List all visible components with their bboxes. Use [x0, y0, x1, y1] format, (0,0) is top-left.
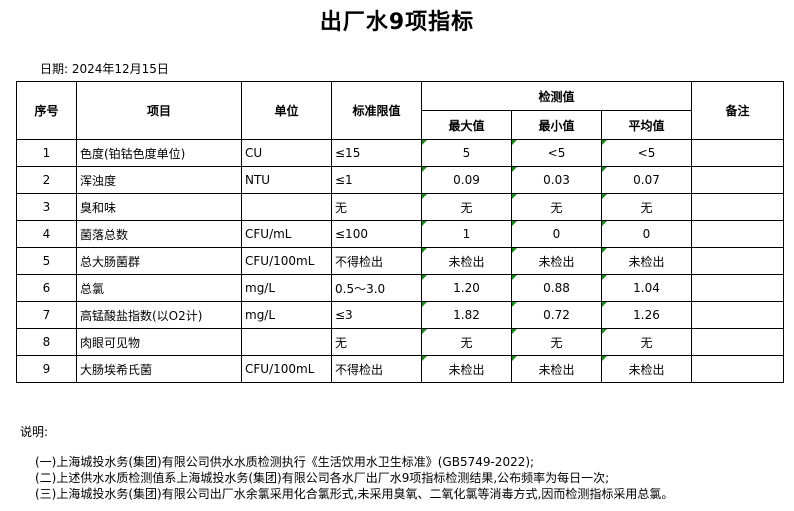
cell-avg: 无 — [601, 328, 692, 356]
table-row: 5 总大肠菌群 CFU/100mL 不得检出 未检出 未检出 未检出 — [16, 247, 784, 275]
header-unit: 单位 — [241, 81, 332, 140]
cell-min: 0 — [511, 220, 602, 248]
header-max: 最大值 — [421, 110, 512, 140]
cell-no: 5 — [16, 247, 77, 275]
cell-remark — [691, 139, 784, 167]
cell-min: 未检出 — [511, 355, 602, 383]
cell-max: 1 — [421, 220, 512, 248]
header-limit: 标准限值 — [331, 81, 422, 140]
report-date: 日期: 2024年12月15日 — [40, 62, 169, 76]
cell-remark — [691, 220, 784, 248]
cell-unit: CFU/100mL — [241, 355, 332, 383]
header-min: 最小值 — [511, 110, 602, 140]
cell-remark — [691, 193, 784, 221]
cell-item: 菌落总数 — [76, 220, 242, 248]
cell-remark — [691, 247, 784, 275]
cell-max: 无 — [421, 328, 512, 356]
cell-limit: 无 — [331, 328, 422, 356]
cell-avg: 无 — [601, 193, 692, 221]
cell-item: 总大肠菌群 — [76, 247, 242, 275]
cell-item: 大肠埃希氏菌 — [76, 355, 242, 383]
table-row: 3 臭和味无无无无 — [16, 193, 784, 221]
table-row: 7 高锰酸盐指数(以O2计) mg/L ≤3 1.82 0.72 1.26 — [16, 301, 784, 329]
cell-unit — [241, 193, 332, 221]
cell-no: 2 — [16, 166, 77, 194]
cell-max: 5 — [421, 139, 512, 167]
table-row: 9 大肠埃希氏菌 CFU/100mL 不得检出 未检出 未检出 未检出 — [16, 355, 784, 383]
table-row: 1 色度(铂钴色度单位) CU ≤15 5 <5 <5 — [16, 139, 784, 167]
header-avg: 平均值 — [601, 110, 692, 140]
cell-avg: 未检出 — [601, 247, 692, 275]
cell-limit: ≤15 — [331, 139, 422, 167]
cell-limit: ≤1 — [331, 166, 422, 194]
notes: 说明: (一)上海城投水务(集团)有限公司供水水质检测执行《生活饮用水卫生标准》… — [20, 423, 673, 501]
cell-item: 肉眼可见物 — [76, 328, 242, 356]
note-1: (一)上海城投水务(集团)有限公司供水水质检测执行《生活饮用水卫生标准》(GB5… — [35, 455, 535, 469]
header-measured: 检测值 — [421, 81, 692, 111]
cell-no: 7 — [16, 301, 77, 329]
cell-remark — [691, 328, 784, 356]
table-row: 2 浑浊度 NTU ≤1 0.09 0.03 0.07 — [16, 166, 784, 194]
cell-limit: 0.5～3.0 — [331, 274, 422, 302]
cell-no: 9 — [16, 355, 77, 383]
cell-max: 未检出 — [421, 247, 512, 275]
cell-min: 0.72 — [511, 301, 602, 329]
table-row: 8 肉眼可见物无无无无 — [16, 328, 784, 356]
cell-item: 高锰酸盐指数(以O2计) — [76, 301, 242, 329]
header-no: 序号 — [16, 81, 77, 140]
header-remark: 备注 — [691, 81, 784, 140]
cell-item: 浑浊度 — [76, 166, 242, 194]
notes-label: 说明: — [20, 425, 49, 439]
cell-max: 0.09 — [421, 166, 512, 194]
cell-limit: ≤3 — [331, 301, 422, 329]
header-item: 项目 — [76, 81, 242, 140]
cell-avg: 1.04 — [601, 274, 692, 302]
cell-avg: 0 — [601, 220, 692, 248]
cell-limit: 不得检出 — [331, 247, 422, 275]
cell-no: 8 — [16, 328, 77, 356]
cell-remark — [691, 166, 784, 194]
cell-remark — [691, 274, 784, 302]
cell-no: 4 — [16, 220, 77, 248]
cell-max: 1.20 — [421, 274, 512, 302]
cell-avg: 1.26 — [601, 301, 692, 329]
cell-avg: 未检出 — [601, 355, 692, 383]
cell-no: 1 — [16, 139, 77, 167]
table-row: 4 菌落总数 CFU/mL ≤100 1 0 0 — [16, 220, 784, 248]
cell-max: 1.82 — [421, 301, 512, 329]
cell-item: 色度(铂钴色度单位) — [76, 139, 242, 167]
cell-remark — [691, 355, 784, 383]
cell-unit: CFU/100mL — [241, 247, 332, 275]
cell-unit: CU — [241, 139, 332, 167]
cell-min: 未检出 — [511, 247, 602, 275]
cell-remark — [691, 301, 784, 329]
cell-limit: ≤100 — [331, 220, 422, 248]
note-2: (二)上述供水水质检测值系上海城投水务(集团)有限公司各水厂出厂水9项指标检测结… — [35, 471, 610, 485]
cell-item: 总氯 — [76, 274, 242, 302]
table-row: 6 总氯 mg/L 0.5～3.0 1.20 0.88 1.04 — [16, 274, 784, 302]
cell-min: 0.03 — [511, 166, 602, 194]
note-3: (三)上海城投水务(集团)有限公司出厂水余氯采用化合氯形式,未采用臭氧、二氧化氯… — [35, 487, 674, 501]
cell-unit — [241, 328, 332, 356]
cell-min: <5 — [511, 139, 602, 167]
cell-min: 0.88 — [511, 274, 602, 302]
cell-item: 臭和味 — [76, 193, 242, 221]
cell-max: 未检出 — [421, 355, 512, 383]
cell-avg: 0.07 — [601, 166, 692, 194]
cell-no: 3 — [16, 193, 77, 221]
cell-avg: <5 — [601, 139, 692, 167]
cell-unit: CFU/mL — [241, 220, 332, 248]
cell-unit: mg/L — [241, 274, 332, 302]
page-title: 出厂水9项指标 — [319, 10, 475, 35]
water-quality-table: 序号 项目 单位 标准限值 检测值 备注 最大值 最小值 平均值 1 色度(铂钴色… — [16, 81, 784, 383]
cell-limit: 不得检出 — [331, 355, 422, 383]
cell-no: 6 — [16, 274, 77, 302]
cell-min: 无 — [511, 193, 602, 221]
cell-limit: 无 — [331, 193, 422, 221]
cell-min: 无 — [511, 328, 602, 356]
cell-unit: mg/L — [241, 301, 332, 329]
cell-unit: NTU — [241, 166, 332, 194]
cell-max: 无 — [421, 193, 512, 221]
